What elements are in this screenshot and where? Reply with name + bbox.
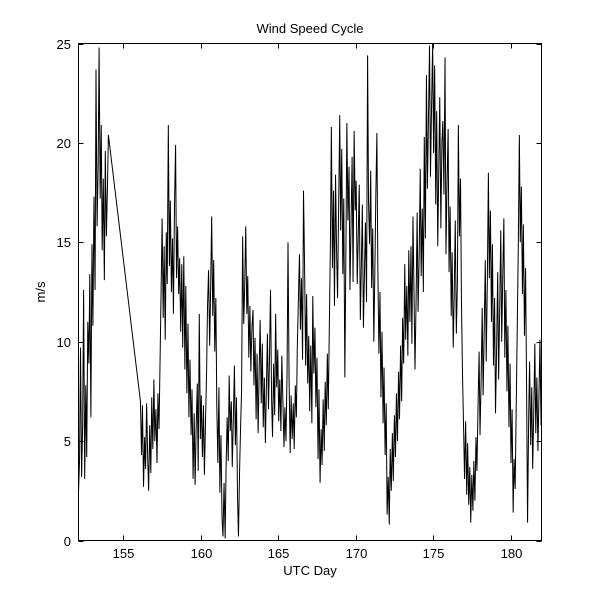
y-axis-label: m/s	[33, 281, 48, 302]
x-axis-label: UTC Day	[283, 563, 337, 578]
axis-tick-labels: 155 160 165 170 175 180 0 5 10 15 20 25	[57, 37, 523, 561]
x-tick-label: 180	[501, 546, 523, 561]
y-tick-label: 0	[64, 534, 71, 549]
x-tick-label: 155	[113, 546, 135, 561]
y-tick-label: 10	[57, 335, 71, 350]
x-tick-label: 160	[191, 546, 213, 561]
y-tick-label: 25	[57, 37, 71, 52]
wind-speed-line	[78, 43, 542, 539]
chart-title: Wind Speed Cycle	[257, 21, 364, 36]
x-tick-label: 175	[423, 546, 445, 561]
y-tick-label: 15	[57, 235, 71, 250]
y-tick-label: 20	[57, 136, 71, 151]
x-tick-label: 165	[268, 546, 290, 561]
x-tick-label: 170	[346, 546, 368, 561]
plot-box	[78, 43, 542, 541]
axis-ticks	[78, 43, 542, 542]
y-tick-label: 5	[64, 434, 71, 449]
